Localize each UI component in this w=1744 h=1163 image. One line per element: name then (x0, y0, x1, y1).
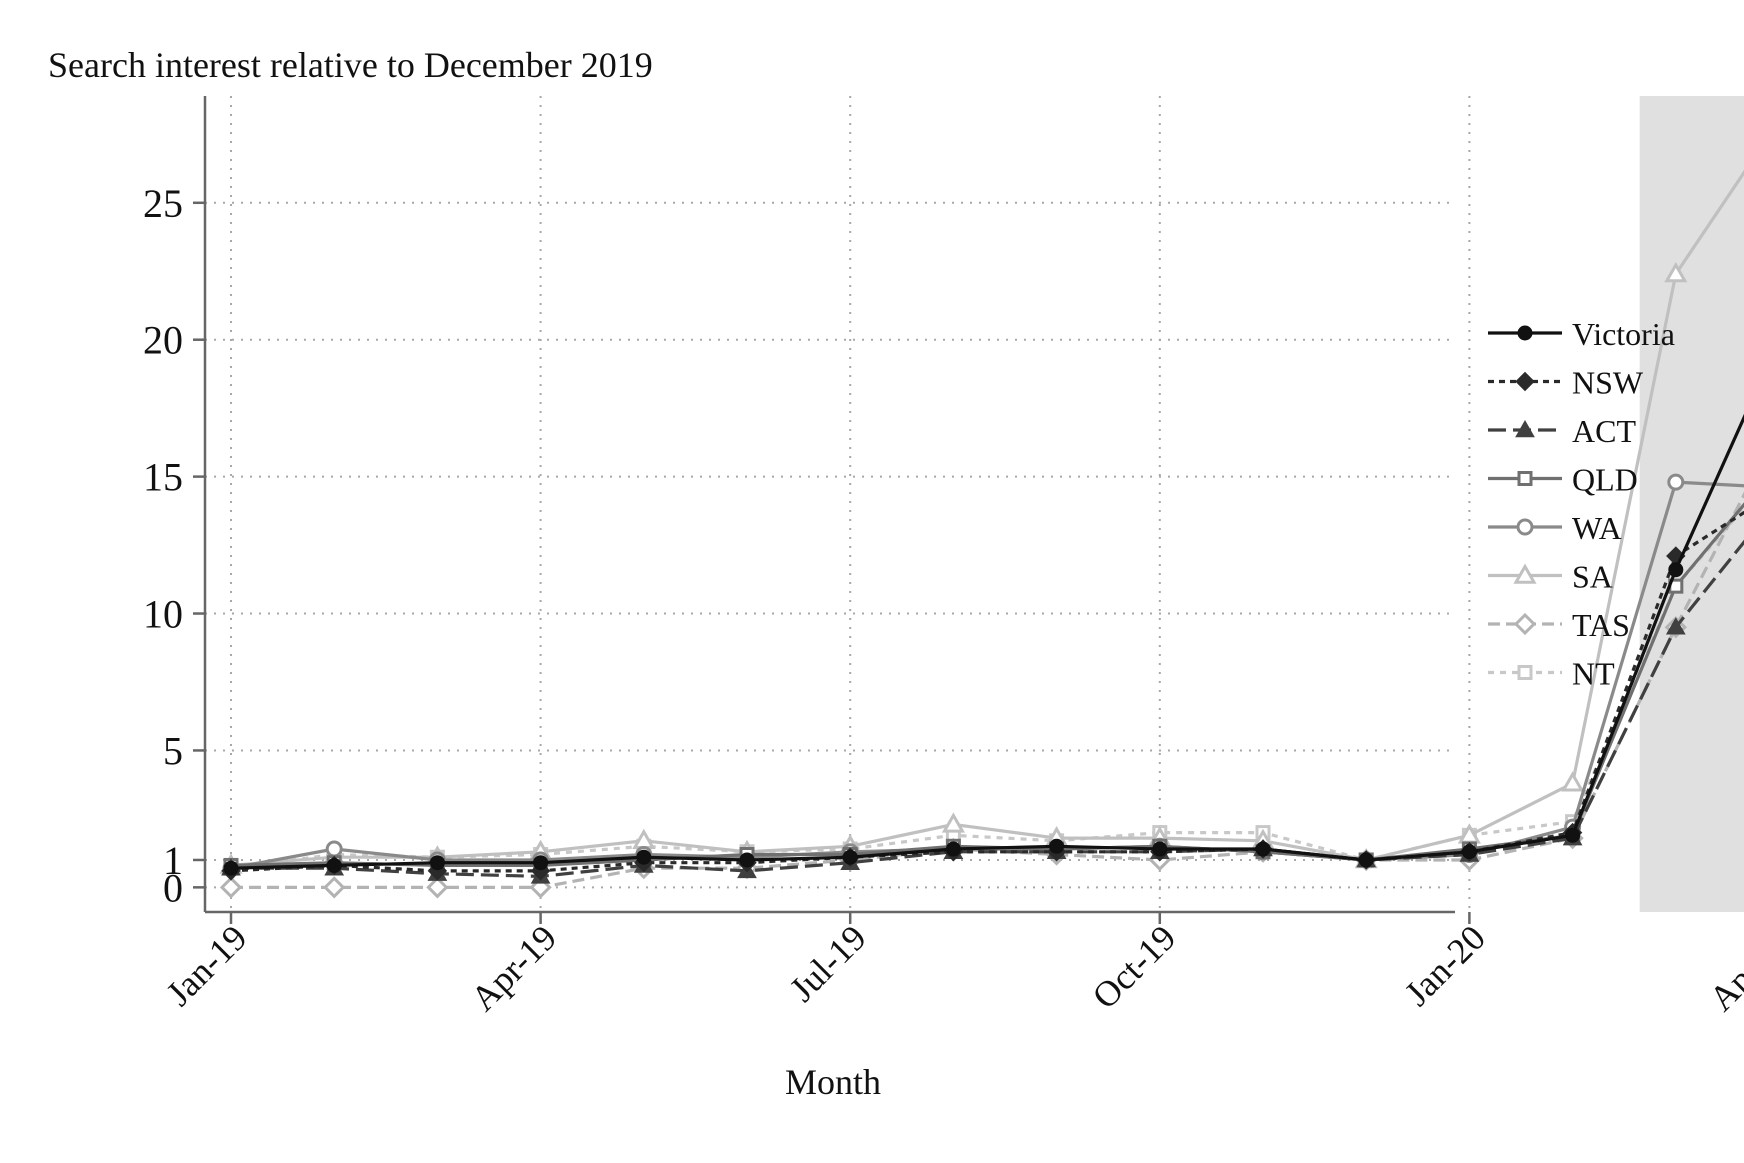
point-victoria-mar-19 (429, 855, 445, 871)
series-line-qld (230, 502, 1744, 868)
legend-label-victoria: Victoria (1572, 316, 1675, 352)
point-victoria-jul-19 (842, 849, 858, 865)
series-victoria (223, 413, 1744, 876)
legend-marker-victoria (1517, 325, 1533, 341)
point-sa-feb-20 (1561, 771, 1585, 792)
point-victoria-mar-20 (1668, 562, 1684, 578)
legend-label-nt: NT (1572, 656, 1615, 692)
shaded-periods (1639, 96, 1744, 912)
legend-marker-qld (1517, 471, 1533, 486)
series-line-sa (230, 169, 1744, 867)
y-tick-label-20: 20 (143, 318, 183, 363)
series-line-nt (230, 505, 1744, 870)
point-victoria-sep-19 (1049, 838, 1065, 854)
point-victoria-feb-19 (326, 857, 342, 873)
point-wa-mar-20 (1667, 473, 1685, 491)
legend: Victoria NSW ACT QLD WA SA TAS NT (1488, 316, 1675, 692)
point-victoria-nov-19 (1255, 841, 1271, 857)
legend-label-qld: QLD (1572, 462, 1638, 498)
point-victoria-dec-19 (1358, 852, 1374, 868)
point-tas-mar-19 (426, 876, 449, 899)
legend-label-sa: SA (1572, 559, 1613, 595)
point-tas-jan-19 (219, 876, 243, 899)
y-tick-label-15: 15 (143, 455, 183, 500)
y-tick-label-25: 25 (143, 181, 183, 226)
y-tick-label-5: 5 (163, 728, 183, 773)
series-line-tas (231, 491, 1744, 890)
legend-marker-nsw (1515, 371, 1535, 392)
y-tick-label-0: 0 (163, 865, 183, 910)
legend-marker-nt (1517, 665, 1533, 680)
point-tas-feb-19 (323, 876, 346, 899)
shaded-period-1 (1639, 96, 1744, 912)
y-tick-label-1: 1 (163, 838, 183, 883)
series-group (219, 169, 1744, 899)
point-victoria-jan-19 (223, 860, 239, 876)
series-line-victoria (230, 413, 1744, 870)
chart-title: Search interest relative to December 201… (48, 45, 653, 85)
series-line-act (231, 539, 1744, 879)
point-wa-feb-19 (325, 840, 343, 858)
point-victoria-jun-19 (739, 852, 755, 868)
legend-marker-sa (1513, 563, 1537, 584)
legend-label-tas: TAS (1572, 607, 1630, 643)
point-act-mar-20 (1665, 617, 1686, 635)
legend-label-nsw: NSW (1572, 365, 1644, 401)
point-victoria-oct-19 (1152, 841, 1168, 857)
point-victoria-apr-19 (533, 855, 549, 871)
point-victoria-jan-20 (1461, 844, 1477, 860)
legend-label-act: ACT (1572, 413, 1636, 449)
legend-marker-wa (1516, 518, 1534, 536)
legend-marker-act (1515, 419, 1535, 438)
legend-marker-tas (1513, 612, 1537, 636)
point-sa-mar-20 (1664, 261, 1688, 283)
point-sa-aug-19 (941, 812, 965, 833)
x-axis-label: Month (785, 1062, 881, 1102)
point-victoria-aug-19 (945, 841, 961, 857)
series-line-wa (230, 480, 1744, 870)
legend-label-wa: WA (1572, 510, 1622, 546)
point-victoria-may-19 (636, 849, 652, 865)
y-tick-label-10: 10 (143, 592, 183, 637)
point-victoria-feb-20 (1565, 827, 1581, 843)
